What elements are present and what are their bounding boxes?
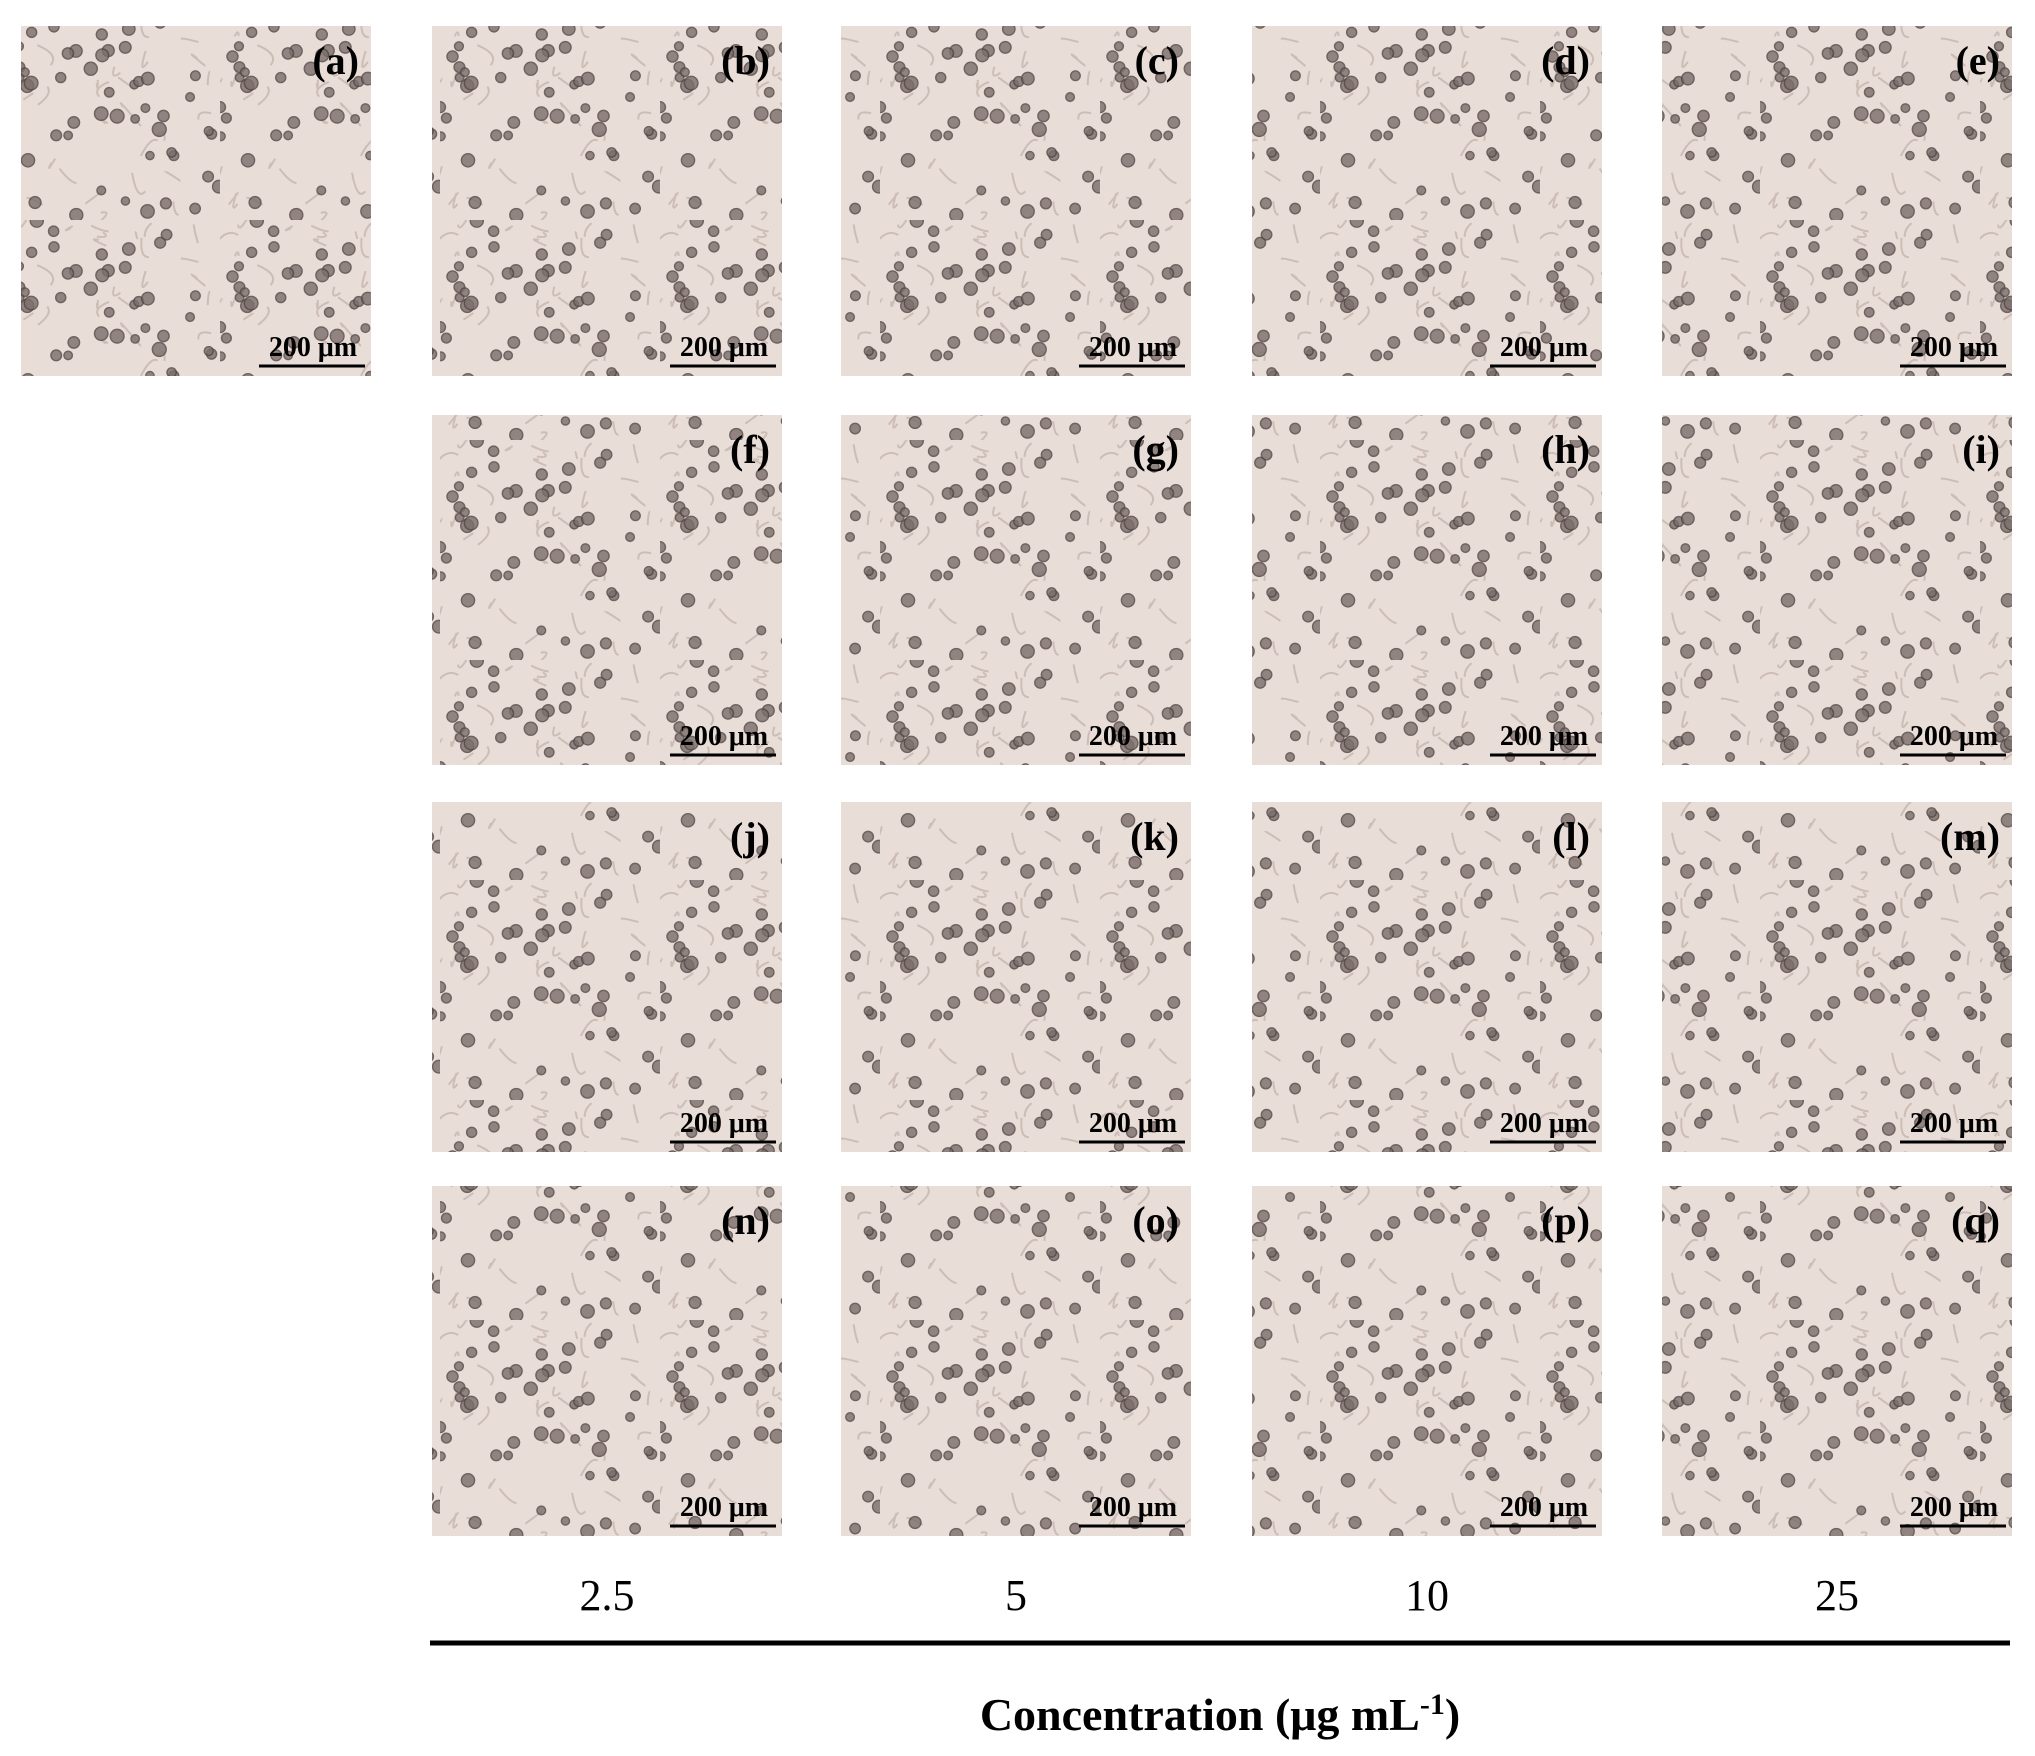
scale-bar-label: 200 μm <box>1910 1492 1998 1523</box>
panel-label: (o) <box>1132 1198 1179 1243</box>
scale-bar-label: 200 μm <box>1089 1108 1177 1139</box>
panel: (k) 200 μm <box>841 802 1191 1152</box>
axis-title: Concentration (μg mL-1) <box>980 1688 1460 1740</box>
axis-title-closing: ) <box>1445 1689 1460 1740</box>
panel-label: (p) <box>1541 1198 1590 1243</box>
scale-bar-label: 200 μm <box>1910 332 1998 363</box>
scale-bar-label: 200 μm <box>1500 332 1588 363</box>
micrograph <box>1252 1186 1602 1536</box>
panel-label: (c) <box>1135 38 1179 83</box>
micrograph <box>841 26 1191 376</box>
scale-bar-label: 200 μm <box>1089 332 1177 363</box>
micrograph <box>432 1186 782 1536</box>
panel: (g) 200 μm <box>841 415 1191 765</box>
panel-label: (q) <box>1951 1198 2000 1243</box>
panel-label: (m) <box>1940 814 2000 859</box>
micrograph <box>841 802 1191 1152</box>
concentration-label: 5 <box>1005 1571 1027 1620</box>
panel: (l) 200 μm <box>1252 802 1602 1152</box>
concentration-label: 25 <box>1815 1571 1859 1620</box>
micrograph <box>841 1186 1191 1536</box>
panel-label: (g) <box>1132 427 1179 472</box>
scale-bar-label: 200 μm <box>680 1492 768 1523</box>
panel: (a) 200 μm <box>21 26 371 376</box>
micrograph <box>1662 415 2012 765</box>
panel-label: (j) <box>730 814 770 859</box>
panel-label: (f) <box>730 427 770 472</box>
scale-bar-label: 200 μm <box>680 1108 768 1139</box>
micrograph <box>1252 26 1602 376</box>
scale-bar-label: 200 μm <box>680 721 768 752</box>
micrograph <box>1662 26 2012 376</box>
concentration-label: 2.5 <box>580 1571 635 1620</box>
scale-bar-label: 200 μm <box>1910 1108 1998 1139</box>
scale-bar-label: 200 μm <box>1500 721 1588 752</box>
micrograph <box>1252 415 1602 765</box>
panel: (q) 200 μm <box>1662 1186 2012 1536</box>
scale-bar-label: 200 μm <box>1089 721 1177 752</box>
axis-title-text: Concentration (μg mL <box>980 1689 1420 1740</box>
scale-bar-label: 200 μm <box>1910 721 1998 752</box>
scale-bar-label: 200 μm <box>269 332 357 363</box>
micrograph <box>1252 802 1602 1152</box>
micrograph <box>841 415 1191 765</box>
panel-label: (i) <box>1962 427 2000 472</box>
panel: (f) 200 μm <box>432 415 782 765</box>
panel: (c) 200 μm <box>841 26 1191 376</box>
panel-label: (l) <box>1552 814 1590 859</box>
panel-label: (k) <box>1130 814 1179 859</box>
panel: (n) 200 μm <box>432 1186 782 1536</box>
panel-label: (e) <box>1956 38 2000 83</box>
panel: (j) 200 μm <box>432 802 782 1152</box>
panel: (o) 200 μm <box>841 1186 1191 1536</box>
panel-label: (a) <box>312 38 359 83</box>
panel: (m) 200 μm <box>1662 802 2012 1152</box>
scale-bar-label: 200 μm <box>1089 1492 1177 1523</box>
panel: (h) 200 μm <box>1252 415 1602 765</box>
panel-label: (h) <box>1541 427 1590 472</box>
scale-bar-label: 200 μm <box>680 332 768 363</box>
micrograph <box>1662 1186 2012 1536</box>
panel-label: (b) <box>721 38 770 83</box>
panel: (b) 200 μm <box>432 26 782 376</box>
micrograph <box>432 415 782 765</box>
panel: (d) 200 μm <box>1252 26 1602 376</box>
concentration-label: 10 <box>1405 1571 1449 1620</box>
panel-label: (d) <box>1541 38 1590 83</box>
micrograph <box>432 26 782 376</box>
micrograph <box>1662 802 2012 1152</box>
micrograph <box>432 802 782 1152</box>
scale-bar-label: 200 μm <box>1500 1492 1588 1523</box>
panel: (i) 200 μm <box>1662 415 2012 765</box>
micrograph <box>21 26 371 376</box>
panel: (e) 200 μm <box>1662 26 2012 376</box>
scale-bar-label: 200 μm <box>1500 1108 1588 1139</box>
panel: (p) 200 μm <box>1252 1186 1602 1536</box>
panel-label: (n) <box>721 1198 770 1243</box>
axis-title-superscript: -1 <box>1420 1688 1445 1721</box>
